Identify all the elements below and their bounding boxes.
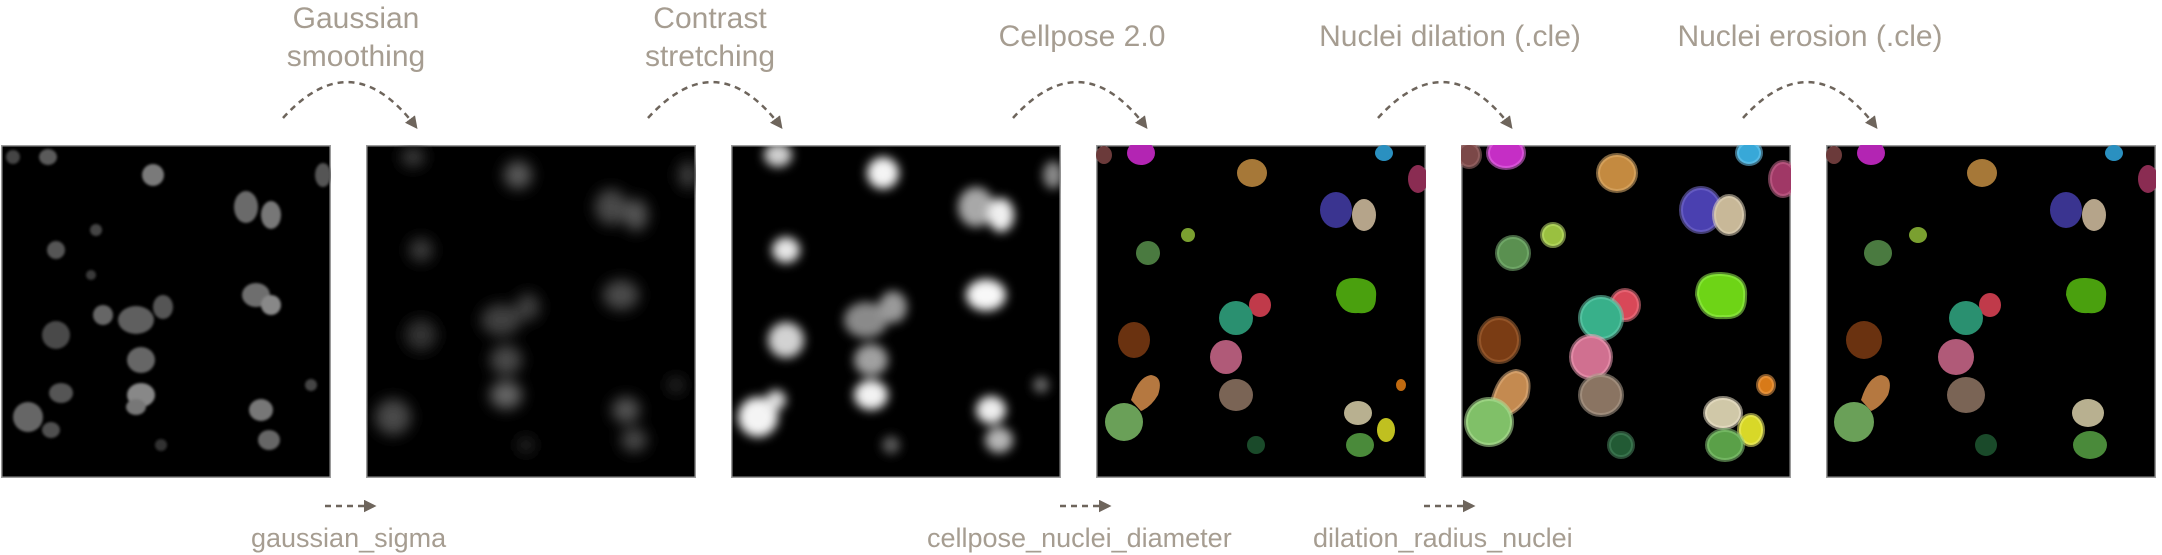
nucleus-label — [1938, 339, 1974, 375]
nucleus-label — [1247, 436, 1265, 454]
nucleus-label — [1735, 145, 1763, 166]
nucleus-label — [1105, 403, 1143, 441]
gaussian-smoothed-image — [366, 145, 696, 478]
parameter-label-cellpose-diameter: cellpose_nuclei_diameter — [927, 523, 1232, 553]
nucleus-label — [1607, 431, 1635, 459]
eroded-label-image — [1826, 145, 2156, 478]
nucleus-label — [1181, 228, 1195, 242]
curved-step-arrow — [282, 81, 418, 129]
step-title-gaussian-smoothing: Gaussian smoothing — [266, 0, 446, 76]
nucleus-label — [1864, 240, 1892, 266]
nucleus-label — [1694, 271, 1748, 320]
nucleus-label — [2138, 165, 2156, 193]
nucleus-label — [1127, 145, 1155, 165]
curved-step-arrow — [1012, 81, 1148, 129]
parameter-label-dilation-radius: dilation_radius_nuclei — [1313, 523, 1573, 553]
step-title-nuclei-erosion: Nuclei erosion (.cle) — [1650, 18, 1970, 56]
nucleus-label — [1219, 301, 1253, 335]
parameter-label-gaussian-sigma: gaussian_sigma — [251, 523, 447, 553]
contrast-stretched-image — [731, 145, 1061, 478]
raw-nuclei-image — [1, 145, 331, 478]
nucleus-label — [1136, 241, 1160, 265]
nucleus-label — [1408, 165, 1426, 193]
nucleus-label — [1336, 277, 1377, 314]
nucleus-label — [1495, 235, 1531, 271]
nucleus-label — [1705, 428, 1745, 462]
cellpose-label-image — [1096, 145, 1426, 478]
nucleus-label — [1768, 160, 1791, 198]
nucleus-label — [1210, 340, 1242, 374]
nucleus-label — [1464, 397, 1514, 447]
nucleus-label — [1344, 401, 1372, 425]
step-title-line: stretching — [644, 40, 776, 73]
nucleus-label — [1975, 434, 1997, 456]
nucleus-label — [1712, 194, 1746, 236]
nucleus-label — [1846, 321, 1882, 359]
nucleus-label — [1352, 199, 1376, 231]
nucleus-label — [1578, 373, 1624, 417]
nucleus-label — [1540, 222, 1566, 248]
nucleus-label — [1377, 418, 1395, 442]
curved-step-arrow — [647, 81, 783, 129]
nucleus-label — [1967, 159, 1997, 187]
nucleus-label — [1396, 379, 1406, 391]
nucleus-label — [2072, 399, 2104, 427]
nucleus-label — [1477, 316, 1521, 364]
nucleus-label — [1949, 301, 1983, 335]
nucleus-label — [1320, 192, 1352, 228]
nucleus-label — [1861, 375, 1890, 411]
dilated-label-image — [1461, 145, 1791, 478]
step-title-line: Contrast — [653, 2, 767, 35]
nucleus-label — [2082, 199, 2106, 231]
nucleus-label — [2066, 277, 2107, 314]
step-title-line: Gaussian — [292, 2, 420, 35]
nucleus-label — [2050, 192, 2082, 228]
nucleus-label — [1486, 145, 1526, 170]
nucleus-label — [2105, 145, 2123, 161]
curved-step-arrow — [1377, 81, 1513, 129]
step-title-line: smoothing — [286, 40, 426, 73]
nucleus-label — [1131, 375, 1160, 411]
nucleus-label — [1249, 293, 1271, 317]
nucleus-label — [1237, 159, 1267, 187]
nucleus-label — [1346, 433, 1374, 457]
nucleus-label — [1569, 334, 1613, 380]
nucleus-label — [1826, 146, 1842, 164]
nucleus-label — [1703, 396, 1743, 430]
nucleus-label — [1596, 153, 1638, 193]
nucleus-label — [1737, 413, 1765, 447]
nucleus-label — [1756, 374, 1776, 396]
curved-step-arrow — [1742, 81, 1878, 129]
nucleus-label — [1219, 379, 1253, 411]
nucleus-label — [1578, 295, 1624, 341]
nucleus-label — [1834, 402, 1874, 442]
nucleus-label — [1857, 145, 1885, 165]
nucleus-label — [1118, 322, 1150, 358]
nucleus-label — [1947, 377, 1985, 413]
nucleus-label — [1096, 146, 1112, 164]
step-title-line: Nuclei dilation (.cle) — [1319, 20, 1581, 53]
step-title-line: Nuclei erosion (.cle) — [1677, 20, 1943, 53]
step-title-nuclei-dilation: Nuclei dilation (.cle) — [1290, 18, 1610, 56]
nucleus-label — [1909, 227, 1927, 243]
nucleus-label — [2073, 431, 2107, 459]
step-title-contrast-stretching: Contrast stretching — [620, 0, 800, 76]
nucleus-label — [1461, 145, 1482, 169]
step-title-line: Cellpose 2.0 — [998, 20, 1166, 53]
step-title-cellpose: Cellpose 2.0 — [962, 18, 1202, 56]
nucleus-label — [1375, 145, 1393, 161]
nucleus-label — [1979, 293, 2001, 317]
